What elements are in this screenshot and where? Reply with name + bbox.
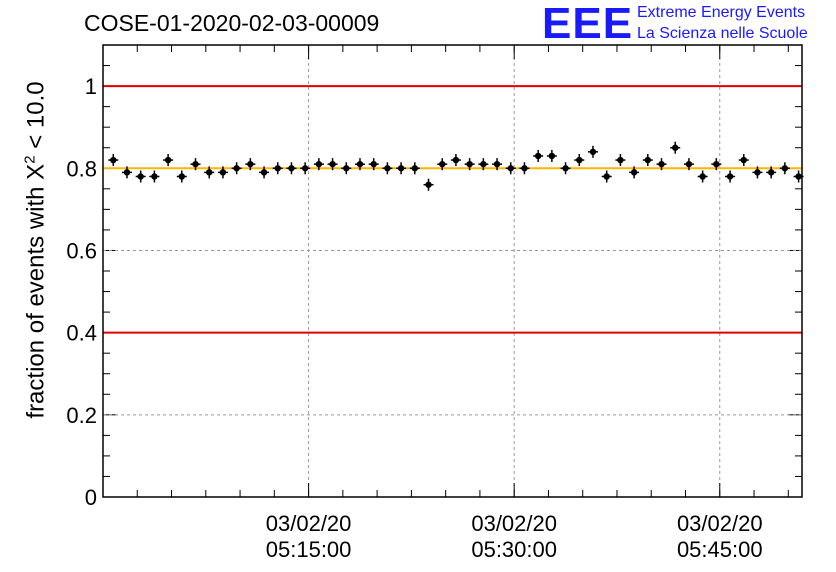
- data-point: [767, 169, 775, 176]
- data-point: [795, 173, 802, 180]
- data-point: [576, 156, 583, 164]
- x-tick-label-date: 03/02/20: [677, 511, 763, 536]
- data-point: [411, 165, 419, 172]
- data-point: [644, 156, 652, 164]
- y-tick-label: 0.6: [66, 238, 97, 263]
- data-point: [164, 156, 172, 164]
- data-point: [192, 160, 199, 168]
- data-point: [466, 160, 473, 168]
- data-point: [713, 160, 720, 168]
- x-tick-label-time: 05:15:00: [266, 537, 352, 562]
- data-point: [137, 173, 144, 180]
- y-tick-label: 0.4: [66, 321, 97, 346]
- y-tick-label: 1: [85, 74, 97, 99]
- data-point: [493, 160, 501, 168]
- x-tick-label-date: 03/02/20: [471, 511, 557, 536]
- data-point: [260, 169, 268, 176]
- data-point: [521, 165, 528, 172]
- data-point: [781, 165, 789, 172]
- data-point: [439, 160, 446, 168]
- data-point: [110, 156, 117, 164]
- data-point: [247, 160, 254, 168]
- logo-text-line1: Extreme Energy Events: [637, 4, 806, 21]
- x-tick-label-time: 05:45:00: [677, 537, 763, 562]
- data-point: [726, 173, 734, 180]
- data-point: [288, 165, 295, 172]
- data-point: [315, 160, 323, 168]
- x-tick-label-time: 05:30:00: [471, 537, 557, 562]
- data-point: [178, 173, 186, 180]
- data-point: [589, 148, 597, 156]
- data-point: [480, 160, 487, 168]
- data-point: [548, 152, 556, 160]
- data-point: [233, 165, 240, 172]
- data-point: [329, 160, 336, 168]
- data-point: [356, 160, 364, 168]
- data-point: [740, 156, 747, 164]
- data-point: [384, 165, 391, 172]
- logo-text-line2: La Scienza nelle Scuole: [637, 25, 808, 42]
- data-point: [672, 144, 679, 151]
- data-point: [452, 156, 460, 164]
- y-tick-label: 0: [85, 485, 97, 510]
- plot-frame: [102, 44, 803, 498]
- data-point: [630, 169, 638, 176]
- chart-title: COSE-01-2020-02-03-00009: [84, 10, 380, 36]
- data-point: [123, 169, 131, 176]
- data-point: [534, 152, 542, 160]
- x-tick-label-date: 03/02/20: [266, 511, 352, 536]
- data-point: [397, 165, 405, 172]
- data-point: [658, 160, 665, 168]
- data-point: [603, 173, 610, 180]
- eee-logo-mark: EEE: [542, 0, 634, 48]
- y-tick-label: 0.8: [66, 156, 97, 181]
- data-point: [219, 169, 227, 176]
- data-point: [425, 181, 432, 188]
- y-tick-label: 0.2: [66, 403, 97, 428]
- data-point: [617, 156, 624, 164]
- data-point: [301, 165, 309, 172]
- data-point: [343, 165, 350, 172]
- data-point: [754, 169, 761, 176]
- data-point: [507, 165, 514, 172]
- data-point: [370, 160, 377, 168]
- data-point: [274, 165, 281, 172]
- data-point: [685, 160, 693, 168]
- data-point: [151, 173, 158, 180]
- data-point: [699, 173, 706, 180]
- data-point: [562, 165, 569, 172]
- data-point: [206, 169, 213, 176]
